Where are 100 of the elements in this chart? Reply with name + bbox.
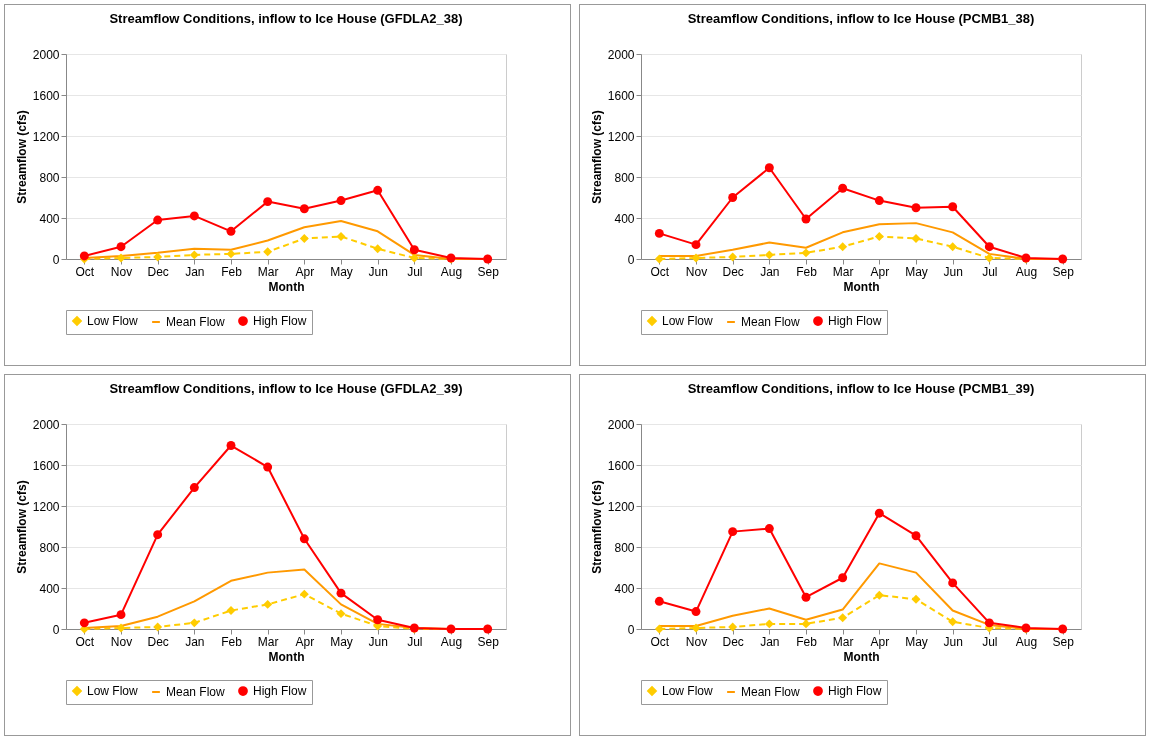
x-tick-label: Apr: [870, 634, 890, 649]
point: [948, 578, 958, 588]
point: [728, 527, 738, 537]
chart-title: Streamflow Conditions, inflow to Ice House (PCMB1_39): [687, 381, 1035, 396]
point: [838, 573, 848, 583]
point: [911, 203, 921, 213]
point: [948, 242, 958, 252]
point: [116, 610, 126, 620]
point: [116, 242, 126, 252]
point: [299, 589, 309, 599]
point: [691, 240, 701, 250]
x-axis-title: Month: [268, 279, 305, 294]
point: [189, 483, 199, 493]
x-tick-label: Feb: [221, 264, 243, 279]
x-tick-label: Jun: [943, 264, 963, 279]
point: [153, 530, 163, 540]
point: [409, 253, 419, 263]
chart-title: Streamflow Conditions, inflow to Ice House (GFDLA2_38): [109, 11, 463, 26]
point: [728, 622, 738, 632]
x-tick-label: Jun: [368, 634, 388, 649]
point: [299, 204, 309, 214]
legend-label: Low Flow: [662, 684, 714, 699]
x-tick-label: Mar: [257, 264, 279, 279]
y-axis-title: Streamflow (cfs): [589, 480, 604, 574]
y-tick-label: 0: [627, 252, 635, 267]
point: [263, 462, 273, 472]
x-tick-label: Mar: [832, 634, 854, 649]
x-tick-label: Jan: [185, 264, 205, 279]
point: [336, 231, 346, 241]
point: [263, 247, 273, 257]
x-tick-label: Nov: [110, 634, 133, 649]
x-tick-label: May: [905, 264, 928, 279]
y-tick-label: 1200: [32, 499, 60, 514]
x-tick-label: Sep: [477, 634, 500, 649]
point: [801, 248, 811, 258]
y-tick-label: 400: [614, 211, 635, 226]
point: [226, 249, 236, 259]
y-tick-label: 2000: [607, 47, 635, 62]
legend-label: Low Flow: [87, 684, 139, 699]
point: [838, 242, 848, 252]
x-tick-label: May: [330, 264, 353, 279]
point: [153, 215, 163, 225]
x-tick-label: Jul: [982, 634, 998, 649]
point: [728, 193, 738, 202]
point: [654, 228, 664, 238]
y-tick-label: 1600: [607, 88, 635, 103]
y-tick-label: 2000: [607, 417, 635, 432]
point: [336, 609, 346, 619]
x-tick-label: Dec: [147, 264, 169, 279]
point: [984, 253, 994, 263]
x-tick-label: Jan: [185, 634, 205, 649]
x-tick-label: Nov: [685, 264, 708, 279]
x-tick-label: Aug: [440, 264, 463, 279]
point: [409, 245, 419, 255]
x-tick-label: Jul: [982, 264, 998, 279]
x-tick-label: Mar: [832, 264, 854, 279]
x-axis-title: Month: [268, 649, 305, 664]
x-tick-label: Jan: [760, 634, 780, 649]
point: [654, 624, 664, 634]
point: [874, 590, 884, 600]
x-tick-label: Dec: [147, 634, 169, 649]
point: [764, 163, 774, 173]
x-tick-label: Aug: [440, 634, 463, 649]
y-tick-label: 800: [39, 170, 60, 185]
point: [801, 592, 811, 602]
point: [373, 244, 383, 254]
y-tick-label: 400: [39, 581, 60, 596]
point: [226, 226, 236, 236]
point: [984, 242, 994, 252]
y-tick-label: 400: [39, 211, 60, 226]
point: [764, 619, 774, 629]
point: [153, 622, 163, 632]
point: [728, 252, 738, 262]
point: [336, 196, 346, 206]
x-tick-label: Sep: [1052, 264, 1075, 279]
point: [764, 250, 774, 260]
point: [911, 531, 921, 541]
y-tick-label: 800: [39, 540, 60, 555]
point: [838, 183, 848, 193]
y-tick-label: 1600: [32, 88, 60, 103]
point: [654, 596, 664, 606]
x-tick-label: Jun: [368, 264, 388, 279]
point: [336, 588, 346, 598]
point: [189, 250, 199, 260]
y-axis-title: Streamflow (cfs): [14, 110, 29, 204]
x-tick-label: Feb: [221, 634, 243, 649]
legend-label: Mean Flow: [741, 315, 801, 329]
point: [874, 231, 884, 241]
point: [299, 234, 309, 243]
x-tick-label: Feb: [796, 264, 818, 279]
x-tick-label: Sep: [477, 264, 500, 279]
point: [263, 197, 273, 207]
point: [984, 618, 994, 628]
y-tick-label: 800: [614, 540, 635, 555]
y-axis-title: Streamflow (cfs): [589, 110, 604, 204]
chart-title: Streamflow Conditions, inflow to Ice House (PCMB1_38): [687, 11, 1035, 26]
x-tick-label: Apr: [870, 264, 890, 279]
x-tick-label: Apr: [295, 634, 315, 649]
y-tick-label: 0: [52, 622, 60, 637]
x-tick-label: Nov: [685, 634, 708, 649]
